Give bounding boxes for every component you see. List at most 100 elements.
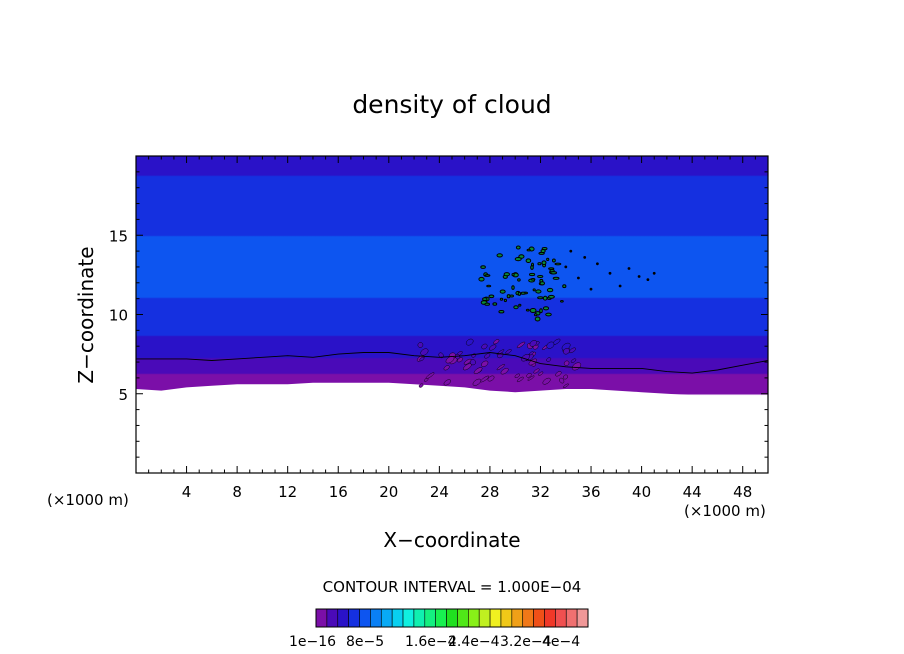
colorbar-swatch [565, 608, 578, 628]
colorbar-label: 1.6e−4 [405, 634, 457, 650]
plume-contour [534, 316, 541, 322]
disturbance-cell [481, 360, 489, 367]
plume-contour [498, 310, 505, 314]
y-axis-ticks: 5 10 15 [109, 171, 768, 458]
plume-contour [541, 260, 547, 266]
plume-contour [484, 274, 491, 277]
disturbance-cell [419, 356, 425, 362]
colorbar-swatch [315, 608, 328, 628]
disturbance-cell [526, 373, 532, 378]
colorbar-swatch [446, 608, 458, 628]
colorbar-swatch [468, 608, 480, 628]
colorbar-label: 1e−16 [289, 634, 336, 650]
colorbar-swatch [489, 608, 502, 628]
disturbance-cell [425, 372, 435, 379]
plume-point [637, 275, 641, 278]
plume-contour [520, 291, 526, 295]
disturbance-cell [496, 364, 505, 371]
colorbar-swatch [424, 608, 436, 628]
x-tick-label: 24 [430, 483, 449, 501]
disturbance-cell [484, 353, 491, 359]
contour-line [136, 352, 768, 374]
disturbance-cell [528, 358, 537, 366]
colorbar-swatch [380, 608, 393, 628]
plume-point [564, 265, 568, 269]
plume-point [596, 262, 599, 266]
disturbance-cell [563, 383, 569, 389]
plume-contour [517, 291, 522, 296]
y-tick-label: 5 [118, 386, 128, 404]
disturbance-cell [443, 365, 450, 371]
disturbance-cell [443, 379, 451, 386]
plume-contour [526, 248, 531, 252]
x-axis-ticks: 4 8 12 16 20 24 28 32 36 40 44 48 [148, 156, 756, 501]
disturbance-cell [546, 341, 555, 349]
x-tick-label: 48 [733, 483, 752, 501]
plume-contours [416, 245, 656, 389]
plume-contour [480, 265, 486, 269]
disturbance-cell [533, 368, 540, 374]
plume-contour [542, 295, 548, 301]
disturbance-cell [493, 339, 500, 345]
disturbance-cell [473, 367, 483, 375]
colorbar-swatch [457, 608, 469, 628]
plume-contour [499, 289, 506, 294]
plume-contour [503, 272, 510, 277]
plume-point [627, 267, 631, 270]
x-tick-label: 28 [480, 483, 499, 501]
plume-contour [511, 273, 515, 277]
plume-contour [537, 262, 542, 266]
plume-contour [488, 294, 495, 299]
colorbar-labels: 1e−16 8e−5 1.6e−42.4e−4 3.2e−44e−4 [289, 634, 580, 650]
x-tick-label: 40 [632, 483, 651, 501]
colorbar-label: 8e−5 [346, 634, 384, 650]
colorbar-swatch [576, 608, 589, 628]
disturbance-cell [487, 375, 495, 382]
x-tick-label: 8 [232, 483, 242, 501]
plume-contour [530, 265, 534, 270]
colorbar-label: 4e−4 [542, 634, 580, 650]
disturbance-cell [514, 373, 520, 378]
plume-contour [532, 288, 536, 292]
colorbar-swatch [359, 608, 371, 628]
plume-contour [547, 294, 555, 299]
y-tick-label: 15 [109, 227, 128, 245]
colorbar-swatch [478, 608, 491, 628]
colorbar-swatch [544, 608, 556, 628]
plume-contour [537, 275, 544, 278]
disturbance-cell [571, 362, 582, 371]
disturbance-cell [418, 383, 424, 388]
disturbance-cell [529, 351, 534, 356]
colorbar [315, 608, 589, 628]
plume-point [583, 256, 587, 259]
plume-point [618, 284, 622, 288]
disturbance-cell [570, 358, 577, 363]
plume-contour [517, 278, 521, 282]
plume-contour [513, 305, 519, 310]
disturbance-cell [516, 341, 526, 349]
x-tick-label: 4 [182, 483, 192, 501]
disturbance-cell [569, 347, 576, 354]
disturbance-cell [505, 349, 512, 355]
plume-contour [511, 285, 515, 290]
colorbar-frame [315, 608, 589, 628]
contour-interval-label: CONTOUR INTERVAL = 1.000E−04 [323, 578, 582, 596]
x-unit-left: (×1000 m) [47, 491, 129, 509]
colorbar-swatch [370, 608, 382, 628]
disturbance-cell [417, 342, 424, 348]
plume-contour [554, 262, 562, 266]
plume-contour [503, 298, 507, 303]
plume-contour [539, 308, 543, 314]
plume-contour [525, 258, 532, 264]
colorbar-swatch [555, 608, 567, 628]
chart-title: density of cloud [352, 90, 551, 119]
plume-contour [530, 278, 536, 281]
disturbance-cell [555, 371, 562, 377]
disturbance-cell [445, 356, 455, 364]
colorbar-swatch [348, 608, 360, 628]
disturbance-cell [455, 353, 461, 360]
x-tick-label: 32 [531, 483, 550, 501]
plume-contour [546, 257, 550, 261]
x-tick-label: 36 [581, 483, 600, 501]
disturbance-cell [438, 352, 444, 359]
